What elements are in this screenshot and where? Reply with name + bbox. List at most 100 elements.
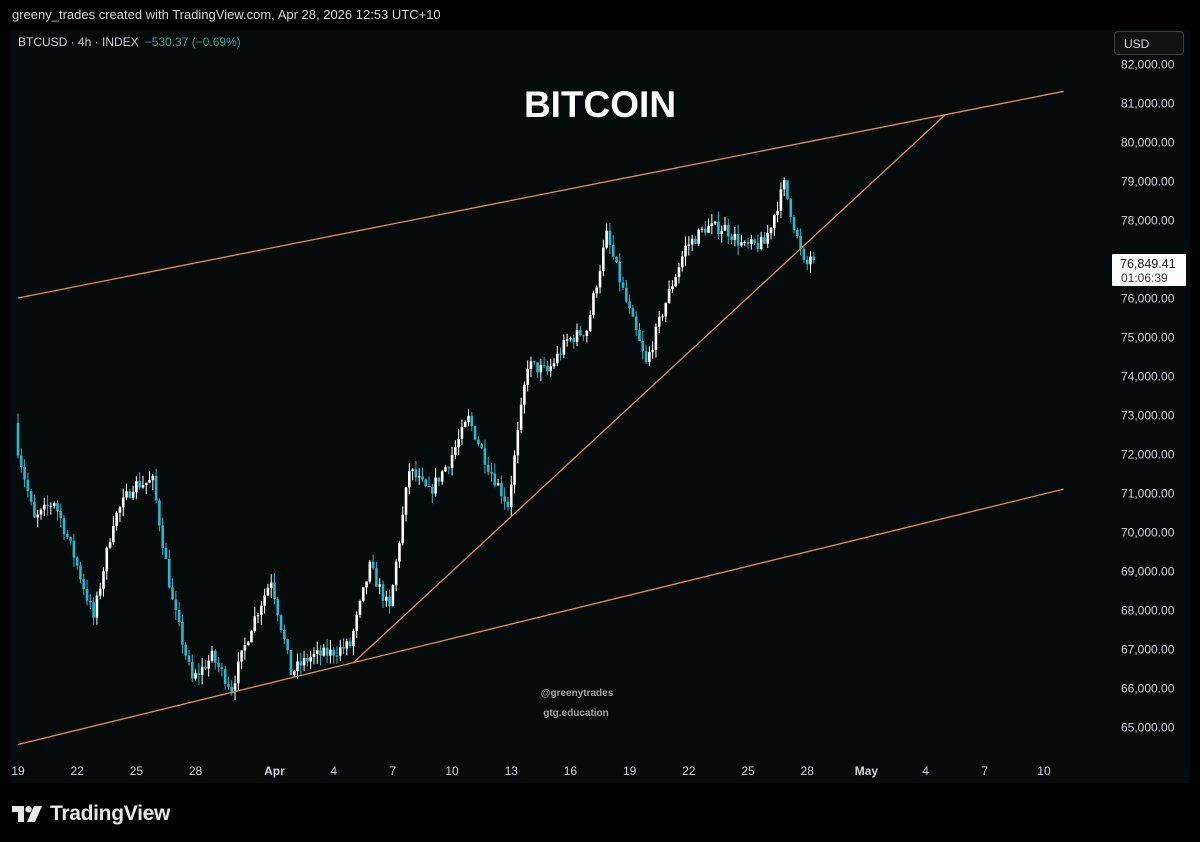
candle-body (181, 621, 184, 645)
candle-body (552, 363, 556, 367)
attribution-text: greeny_trades created with TradingView.c… (12, 7, 441, 22)
candle-body (769, 227, 773, 234)
tradingview-logo[interactable]: TradingView (12, 802, 170, 826)
candle-body (177, 609, 181, 622)
candle-body (454, 447, 457, 456)
price-axis-tick: 82,000.00 (1121, 58, 1175, 72)
candle-body (602, 247, 605, 271)
candle-body (592, 293, 595, 315)
candle-body (450, 455, 454, 469)
candle-body (467, 415, 470, 422)
candle-body (167, 558, 171, 588)
candle-body (49, 505, 53, 507)
candle-body (690, 238, 694, 245)
candle-body (440, 471, 444, 482)
candle-body (782, 180, 786, 190)
countdown-label: 01:06:39 (1121, 271, 1168, 285)
candle-body (723, 224, 727, 231)
candle-body (779, 189, 783, 211)
candle-body (684, 245, 687, 257)
candle-body (506, 501, 510, 508)
candle-body (394, 561, 398, 586)
candle-body (463, 421, 467, 427)
candle-body (766, 233, 770, 244)
candle-body (562, 340, 566, 355)
candle-body (812, 256, 816, 261)
candle-body (486, 464, 490, 472)
candle-body (46, 504, 49, 507)
candle-body (523, 384, 526, 405)
candle-body (700, 228, 704, 230)
candle-body (611, 244, 615, 257)
candle-body (625, 287, 628, 302)
candle-body (138, 481, 141, 488)
candle-body (82, 579, 86, 589)
price-axis[interactable]: 65,000.00 66,000.00 67,000.00 68,000.00 69,0… (1121, 58, 1175, 735)
trendline-rising-support[interactable] (352, 114, 946, 664)
candle-body (500, 483, 503, 497)
candle-body (746, 241, 750, 244)
candle-body (713, 221, 717, 224)
time-axis[interactable]: 19 22 25 28 Apr 4 7 10 13 16 19 22 25 28 May 4 7 10 (11, 764, 1051, 778)
candle-body (43, 504, 46, 510)
candle-body (638, 329, 641, 341)
candle-body (411, 469, 414, 471)
time-axis-tick: Apr (264, 764, 285, 778)
candle-body (141, 484, 145, 488)
candle-body (536, 362, 539, 373)
candle-body (572, 337, 576, 343)
candle-body (338, 647, 342, 656)
currency-button[interactable]: USD (1114, 31, 1184, 55)
candle-body (565, 339, 569, 341)
price-axis-tick: 69,000.00 (1121, 565, 1175, 579)
time-axis-tick: 22 (682, 764, 696, 778)
candle-body (697, 229, 700, 244)
candle-body (85, 588, 89, 601)
symbol-legend[interactable]: BTCUSD · 4h · INDEX −530.37 (−0.69%) (18, 35, 241, 49)
candle-body (371, 561, 375, 569)
candle-body (431, 486, 434, 494)
candle-body (33, 501, 36, 518)
candle-body (792, 217, 796, 231)
candle-body (121, 497, 125, 508)
candle-body (56, 503, 59, 511)
trendlines-layer (17, 90, 1064, 746)
candle-body (306, 657, 309, 662)
candle-body (279, 615, 283, 631)
time-axis-tick: 13 (505, 764, 519, 778)
trendline-channel-lower[interactable] (17, 488, 1064, 746)
candle-body (161, 525, 164, 548)
candle-body (582, 335, 585, 337)
candle-body (437, 477, 441, 482)
candle-body (302, 657, 306, 666)
time-axis-tick: 10 (445, 764, 459, 778)
candle-body (92, 602, 95, 618)
candle-body (108, 542, 112, 548)
candle-body (204, 666, 207, 669)
candle-body (361, 587, 365, 601)
time-axis-tick: 7 (981, 764, 988, 778)
trendline-channel-upper[interactable] (17, 90, 1064, 299)
candle-body (477, 439, 480, 445)
candle-body (470, 415, 474, 427)
candle-body (509, 484, 513, 508)
candle-body (707, 226, 710, 233)
candle-body (546, 365, 549, 372)
candle-body (214, 650, 217, 663)
candle-body (598, 270, 602, 288)
candle-body (621, 282, 625, 288)
candle-body (575, 329, 579, 343)
price-axis-tick: 80,000.00 (1121, 136, 1175, 150)
chart-title: BITCOIN (524, 84, 676, 125)
candle-body (39, 509, 43, 515)
candle-body (480, 444, 483, 449)
candle-body (325, 647, 329, 656)
candle-body (555, 353, 559, 364)
brand-name: TradingView (50, 802, 171, 825)
candle-body (154, 475, 158, 501)
candle-body (703, 228, 707, 233)
candle-body (66, 534, 69, 538)
candle-body (417, 476, 421, 478)
candle-body (539, 365, 543, 373)
